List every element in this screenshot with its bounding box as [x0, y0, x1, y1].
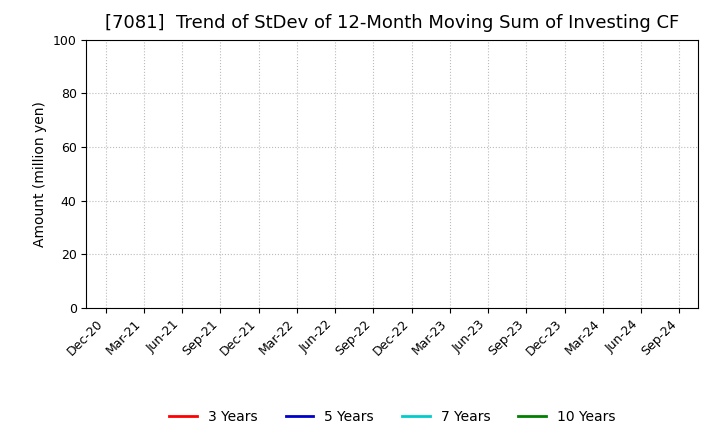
- Legend: 3 Years, 5 Years, 7 Years, 10 Years: 3 Years, 5 Years, 7 Years, 10 Years: [163, 405, 621, 430]
- Y-axis label: Amount (million yen): Amount (million yen): [33, 101, 48, 247]
- Title: [7081]  Trend of StDev of 12-Month Moving Sum of Investing CF: [7081] Trend of StDev of 12-Month Moving…: [105, 15, 680, 33]
